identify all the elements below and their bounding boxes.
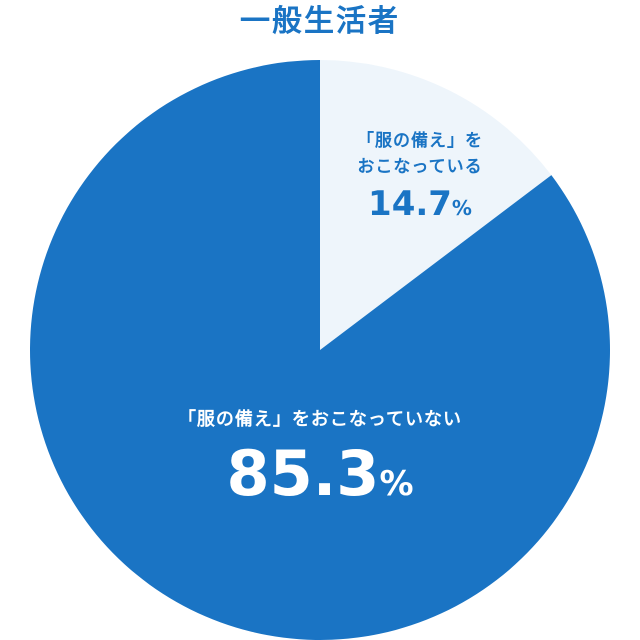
slice-label-prepared-line1: 「服の備え」を	[357, 131, 483, 151]
slice-label-not-prepared: 「服の備え」をおこなっていない 85.3%	[120, 405, 520, 509]
slice-label-prepared-line2: おこなっている	[357, 157, 483, 177]
slice-value-prepared-unit: %	[451, 196, 472, 220]
slice-value-not-prepared: 85.3%	[120, 439, 520, 509]
slice-value-not-prepared-number: 85.3	[226, 437, 380, 510]
pie-slice-prepared	[320, 60, 552, 350]
slice-label-prepared: 「服の備え」を おこなっている 14.7%	[320, 128, 520, 224]
pie-slice-not-prepared	[30, 60, 610, 640]
slice-label-not-prepared-line1: 「服の備え」をおこなっていない	[177, 409, 463, 430]
slice-value-prepared-number: 14.7	[368, 184, 452, 224]
slice-value-not-prepared-unit: %	[379, 464, 414, 504]
chart-title: 一般生活者	[240, 4, 400, 39]
slice-value-prepared: 14.7%	[320, 184, 520, 224]
